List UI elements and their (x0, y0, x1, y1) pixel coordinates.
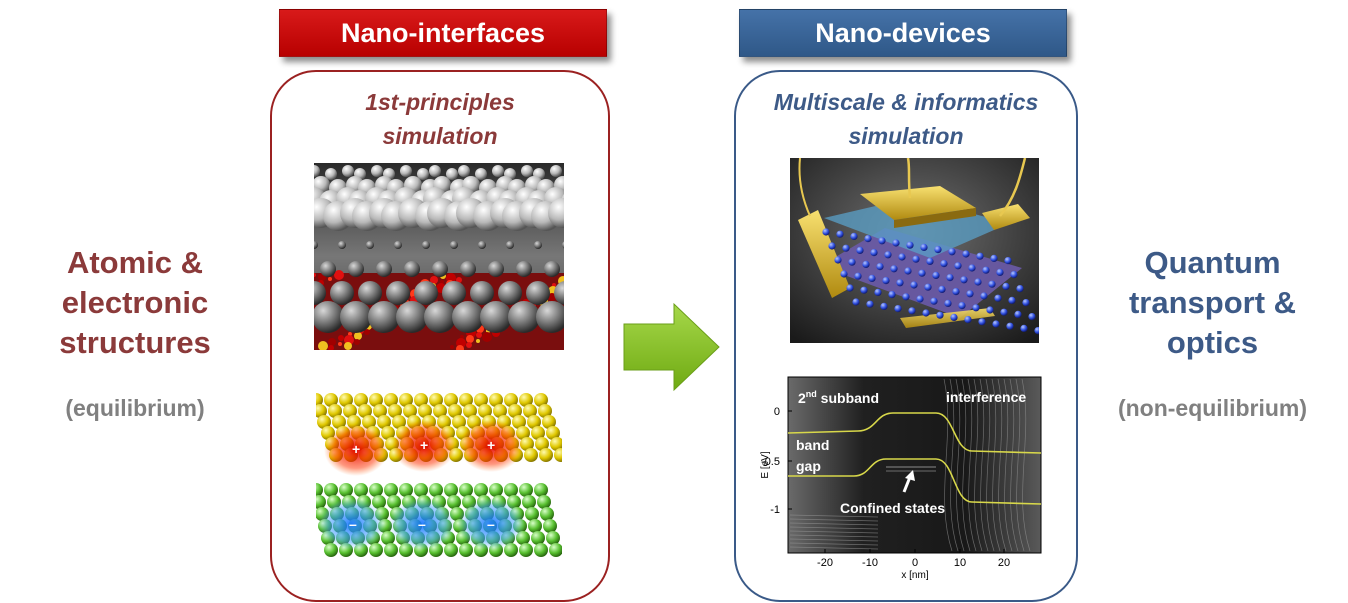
panel-title-line: simulation (382, 123, 498, 149)
y-axis-label: E [eV] (760, 451, 771, 478)
x-tick-label: 10 (954, 557, 966, 569)
svg-text:+: + (487, 437, 495, 453)
x-tick-label: 20 (998, 557, 1010, 569)
confined-states-label: Confined states (840, 500, 945, 516)
x-tick-label: -10 (862, 557, 878, 569)
left-title-line: structures (59, 325, 211, 360)
left-subtitle: (equilibrium) (65, 395, 205, 421)
flow-arrow-icon (622, 302, 722, 392)
panel-title-line: simulation (848, 123, 964, 149)
right-title-line: optics (1166, 325, 1259, 360)
y-tick-label: 0 (774, 406, 780, 418)
charge-density-image: + + + – – – (316, 390, 562, 562)
x-axis-label: x [nm] (901, 570, 928, 580)
svg-text:–: – (487, 516, 495, 532)
svg-text:–: – (349, 516, 357, 532)
nano-devices-panel-title: Multiscale & informatics simulation (736, 85, 1076, 153)
svg-text:–: – (418, 516, 426, 532)
x-tick-label: 0 (912, 557, 918, 569)
panel-title-line: 1st-principles (365, 89, 515, 115)
left-title: Atomic & electronic structures (20, 243, 250, 363)
x-tick-label: -20 (817, 557, 833, 569)
band-label: band (796, 437, 829, 453)
left-title-line: electronic (61, 285, 209, 320)
svg-text:+: + (420, 437, 428, 453)
right-subtitle: (non-equilibrium) (1117, 395, 1308, 421)
nano-device-image (790, 158, 1039, 343)
right-title: Quantum transport & optics (1095, 243, 1330, 363)
nano-devices-banner: Nano-devices (739, 9, 1067, 57)
left-title-line: Atomic & (66, 245, 204, 280)
svg-text:+: + (352, 441, 360, 457)
right-title-line: Quantum (1144, 245, 1281, 280)
panel-title-line: Multiscale & informatics (773, 89, 1039, 115)
gap-label: gap (796, 458, 821, 474)
right-title-line: transport & (1128, 285, 1297, 320)
subband-label: 2nd subband (798, 389, 879, 406)
band-structure-plot: 2nd subband interference band gap Confin… (758, 375, 1043, 580)
nano-interfaces-banner: Nano-interfaces (279, 9, 607, 57)
y-tick-label: -0.5 (761, 456, 780, 468)
interface-simulation-image (314, 163, 564, 350)
interference-label: interference (946, 389, 1026, 405)
nano-interfaces-panel-title: 1st-principles simulation (272, 85, 608, 153)
y-tick-label: -1 (770, 504, 780, 516)
